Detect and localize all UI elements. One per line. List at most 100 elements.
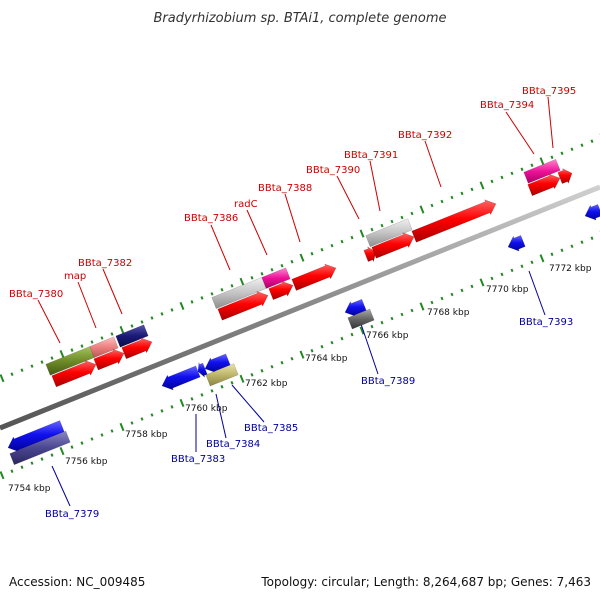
scale-label-7754: 7754 kbp [8, 484, 51, 494]
leader-line [210, 224, 231, 271]
gene-blue-arrow[interactable] [204, 353, 231, 374]
reverse-tick [310, 348, 314, 353]
reverse-tick [479, 278, 485, 287]
scale-label-7768: 7768 kbp [427, 308, 470, 318]
reverse-tick [119, 422, 125, 432]
reverse-tick [170, 405, 174, 409]
gene-blue-arrow[interactable] [344, 298, 367, 317]
forward-tick [410, 211, 414, 216]
gene-blue-arrow[interactable] [507, 235, 526, 252]
leader-line [231, 384, 265, 423]
gene-gray[interactable] [365, 218, 413, 248]
reverse-tick [80, 441, 84, 445]
gene-red-arrow[interactable] [217, 290, 269, 321]
forward-tick [330, 243, 334, 248]
gene-label-bbta-7394[interactable]: BBta_7394 [480, 100, 534, 111]
genome-backbone [0, 184, 600, 431]
gene-khaki[interactable] [205, 363, 239, 387]
forward-tick [260, 272, 264, 276]
reverse-tick [160, 409, 164, 413]
forward-tick [70, 348, 74, 352]
forward-tick [580, 143, 584, 147]
gene-blue-arrow[interactable] [7, 420, 65, 453]
reverse-tick [50, 453, 54, 457]
reverse-tick [260, 369, 264, 373]
gene-label-bbta-7395[interactable]: BBta_7395 [522, 86, 576, 97]
reverse-tick [400, 312, 404, 317]
leader-line [505, 111, 535, 155]
reverse-tick [0, 471, 5, 480]
forward-tick [430, 203, 434, 208]
gene-label-bbta-7386[interactable]: BBta_7386 [184, 213, 238, 224]
gene-red-arrow[interactable] [121, 337, 153, 360]
gene-slate[interactable] [9, 430, 71, 466]
gene-label-bbta-7390[interactable]: BBta_7390 [306, 165, 360, 176]
gene-blue-arrow[interactable] [584, 204, 600, 221]
forward-tick [299, 253, 305, 262]
gene-red-arrow[interactable] [51, 359, 97, 388]
gene-red-arrow[interactable] [268, 280, 294, 301]
gene-label-bbta-7389[interactable]: BBta_7389 [361, 376, 415, 387]
reverse-tick [190, 397, 194, 401]
gene-label-radc[interactable]: radC [234, 199, 258, 210]
gene-blue-arrow[interactable] [161, 365, 201, 391]
gene-label-bbta-7380[interactable]: BBta_7380 [9, 289, 63, 300]
leader-line [77, 281, 97, 329]
forward-tick [550, 155, 554, 160]
reverse-tick [580, 240, 584, 244]
gene-label-bbta-7385[interactable]: BBta_7385 [244, 423, 298, 434]
gene-label-bbta-7388[interactable]: BBta_7388 [258, 183, 312, 194]
gene-label-bbta-7383[interactable]: BBta_7383 [171, 454, 225, 465]
scale-label-7758: 7758 kbp [125, 430, 168, 440]
reverse-tick [100, 433, 104, 437]
gene-red-arrow[interactable] [411, 199, 497, 243]
gene-label-bbta-7384[interactable]: BBta_7384 [206, 439, 260, 450]
leader-line [51, 465, 71, 507]
gene-pink[interactable] [261, 267, 291, 289]
gene-darkgray[interactable] [347, 308, 375, 330]
gene-red-arrow[interactable] [93, 348, 125, 371]
forward-tick [0, 374, 5, 383]
leader-line [246, 209, 268, 256]
forward-tick [220, 288, 224, 292]
gene-red-arrow[interactable] [371, 232, 415, 259]
forward-tick [539, 157, 545, 166]
gene-red-arrow[interactable] [291, 263, 337, 291]
forward-tick [270, 267, 274, 272]
forward-tick [320, 247, 324, 252]
scale-labels: 7754 kbp 7756 kbp 7758 kbp 7760 kbp 7762… [8, 264, 592, 494]
gene-label-bbta-7379[interactable]: BBta_7379 [45, 509, 99, 520]
gene-label-bbta-7391[interactable]: BBta_7391 [344, 150, 398, 161]
gene-label-map[interactable]: map [64, 271, 86, 282]
forward-tick [400, 215, 404, 220]
reverse-tick [270, 364, 274, 369]
reverse-tick [359, 326, 365, 335]
leader-line [336, 175, 360, 220]
reverse-tick [179, 398, 185, 407]
reverse-tick [550, 252, 554, 257]
forward-tick [570, 147, 574, 152]
gene-label-bbta-7393[interactable]: BBta_7393 [519, 317, 573, 328]
forward-tick [340, 239, 344, 244]
gene-red-arrow[interactable] [527, 173, 561, 197]
gene-blue-arrow[interactable] [197, 362, 208, 378]
gene-label-bbta-7382[interactable]: BBta_7382 [78, 258, 132, 269]
scale-label-7764: 7764 kbp [305, 354, 348, 364]
gene-salmon[interactable] [89, 336, 119, 358]
reverse-tick [59, 447, 65, 456]
forward-tick [100, 336, 104, 340]
reverse-tick [70, 445, 74, 449]
reverse-tick [20, 465, 24, 469]
reverse-tick [350, 332, 354, 337]
gene-pink[interactable] [523, 158, 561, 184]
reverse-tick [530, 260, 534, 265]
forward-tick [140, 320, 144, 324]
gene-red-arrow[interactable] [557, 167, 573, 184]
reverse-tick [380, 320, 384, 325]
gene-red-arrow[interactable] [363, 246, 377, 263]
reverse-tick [130, 421, 134, 425]
reverse-tick [330, 340, 334, 345]
reverse-tick [30, 461, 34, 465]
gene-label-bbta-7392[interactable]: BBta_7392 [398, 130, 452, 141]
gene-navy[interactable] [115, 324, 149, 348]
